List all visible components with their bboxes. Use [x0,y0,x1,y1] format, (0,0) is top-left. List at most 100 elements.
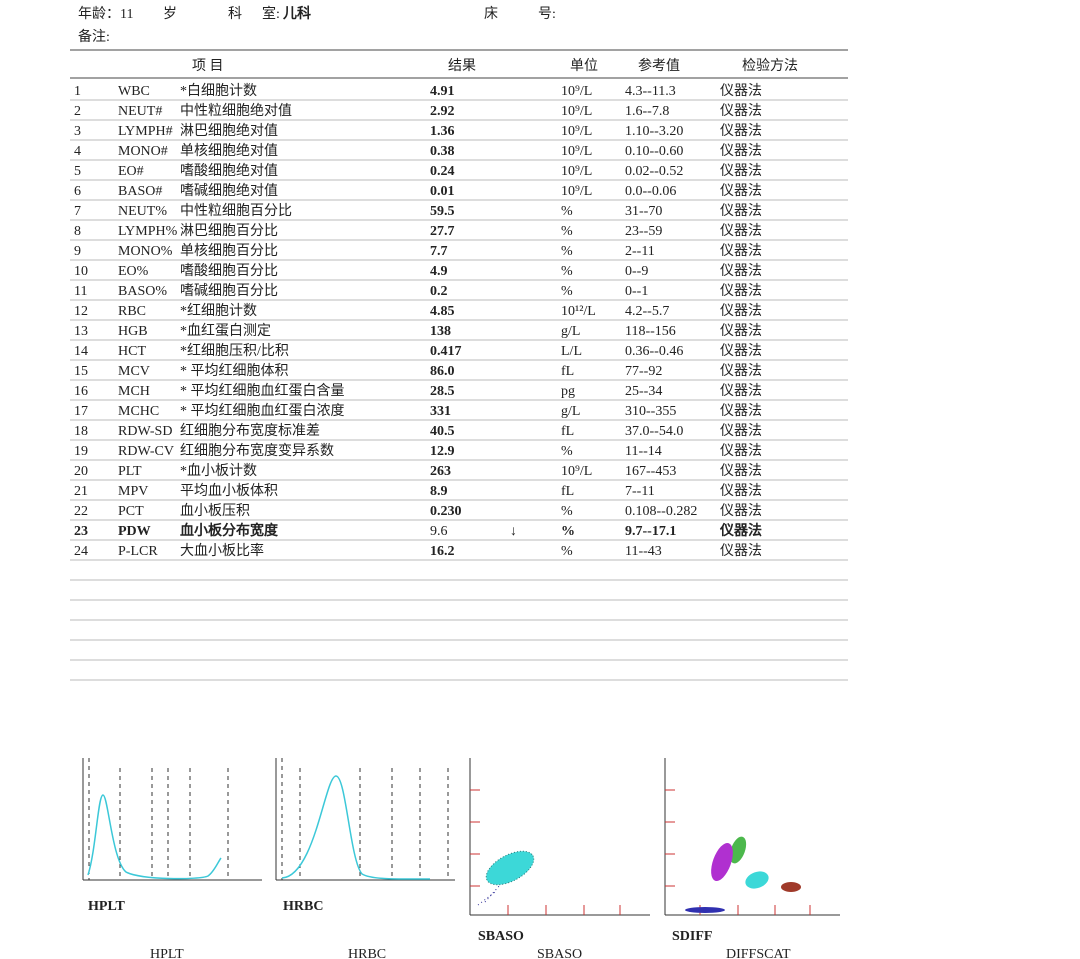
cell-code: MPV [118,484,148,499]
cell-unit: pg [561,384,575,399]
cell-result: 4.85 [430,304,455,319]
cell-no: 6 [74,184,81,199]
cell-name: 嗜酸细胞绝对值 [180,163,278,179]
cell-code: RDW-SD [118,424,172,439]
cell-method: 仪器法 [720,283,762,299]
cell-code: HGB [118,324,148,339]
cell-name: 大血小板比率 [180,542,264,559]
graph-label: SDIFF [672,929,712,944]
cell-unit: fL [561,424,574,439]
cell-name: 中性粒细胞绝对值 [180,103,292,119]
cell-ref: 9.7--17.1 [625,524,676,539]
cell-result: 9.6 [430,524,448,539]
cell-code: LYMPH% [118,224,178,239]
col-header: 单位 [570,58,598,74]
dept: 儿科 [282,5,311,22]
cell-method: 仪器法 [720,123,762,139]
cell-name: 血小板压积 [180,503,250,519]
cell-name: 嗜碱细胞百分比 [180,283,278,299]
cell-no: 13 [74,324,88,339]
cell-ref: 11--14 [625,444,662,459]
cell-no: 20 [74,464,88,479]
cell-code: PCT [118,504,144,519]
cell-code: NEUT% [118,204,167,219]
cell-no: 2 [74,104,81,119]
cell-no: 7 [74,204,81,219]
cell-code: RDW-CV [118,444,174,459]
bed-label: 号: [538,7,556,22]
dept-label: 科 [228,6,242,22]
cell-name: 嗜酸细胞百分比 [180,263,278,279]
dept-label: 室: [262,5,280,22]
cell-no: 18 [74,424,88,439]
cell-code: MCHC [118,404,159,419]
cell-ref: 0.0--0.06 [625,184,676,199]
cell-no: 8 [74,224,81,239]
cell-unit: 10⁹/L [561,124,592,139]
cell-result: 2.92 [430,104,455,119]
cell-no: 21 [74,484,88,499]
cell-unit: fL [561,484,574,499]
age: 年龄：11 [78,6,133,22]
cell-unit: 10⁹/L [561,164,592,179]
cell-result: 0.24 [430,164,455,179]
cell-result: 0.417 [430,344,462,359]
cell-code: NEUT# [118,104,162,119]
cell-no: 3 [74,124,81,139]
cell-ref: 4.2--5.7 [625,304,669,319]
cell-ref: 4.3--11.3 [625,84,676,99]
cell-method: 仪器法 [720,503,762,519]
cell-result: 16.2 [430,544,455,559]
cell-name: * 平均红细胞血红蛋白含量 [180,383,345,399]
cell-code: WBC [118,84,150,99]
cell-result: 0.38 [430,144,455,159]
cell-name: *红细胞计数 [180,303,257,319]
cell-result: 4.91 [430,84,455,99]
cell-ref: 0--1 [625,284,648,299]
cell-result: 8.9 [430,484,448,499]
cell-result: 138 [430,324,451,339]
cell-method: 仪器法 [720,483,762,499]
cell-no: 23 [74,524,88,539]
cell-unit: % [561,524,575,539]
cell-ref: 7--11 [625,484,655,499]
cell-method: 仪器法 [720,243,762,259]
cell-name: * 平均红细胞血红蛋白浓度 [180,403,345,419]
graphs [82,758,840,916]
cell-ref: 1.6--7.8 [625,104,669,119]
cell-unit: 10⁹/L [561,184,592,199]
cell-method: 仪器法 [720,203,762,219]
cell-unit: 10⁹/L [561,84,592,99]
cell-no: 16 [74,384,88,399]
graph-label: HPLT [88,899,125,914]
cell-code: LYMPH# [118,124,173,139]
cell-method: 仪器法 [720,163,762,179]
graph-caption: SBASO [537,947,582,959]
cell-no: 24 [74,544,88,559]
cell-method: 仪器法 [719,522,762,539]
cell-method: 仪器法 [720,103,762,119]
header: 年龄：11 岁 科 室: 儿科 床 号: 备注: [78,5,556,45]
cell-result: 263 [430,464,451,479]
cell-result: 40.5 [430,424,455,439]
age-unit: 岁 [163,6,177,22]
cell-no: 22 [74,504,88,519]
cell-name: *血红蛋白测定 [180,323,271,339]
cell-ref: 1.10--3.20 [625,124,683,139]
cell-flag: ↓ [510,524,517,539]
cell-no: 1 [74,84,81,99]
cell-ref: 0--9 [625,264,648,279]
cell-unit: 10⁹/L [561,464,592,479]
cell-name: *血小板计数 [180,463,257,479]
cell-method: 仪器法 [720,323,762,339]
cell-unit: % [561,544,573,559]
cell-no: 9 [74,244,81,259]
cell-name: 红细胞分布宽度标准差 [180,422,320,439]
cell-ref: 118--156 [625,324,676,339]
cell-name: 中性粒细胞百分比 [180,203,292,219]
cell-method: 仪器法 [720,403,762,419]
cell-code: MCH [118,384,150,399]
cell-code: MCV [118,364,150,379]
cell-unit: 10⁹/L [561,104,592,119]
cell-no: 14 [74,344,88,359]
